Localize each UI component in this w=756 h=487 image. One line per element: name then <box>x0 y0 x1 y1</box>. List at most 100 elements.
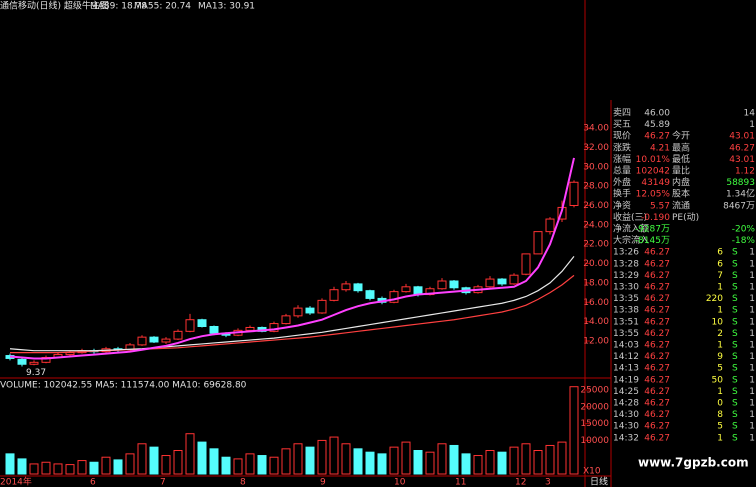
y-tick-label: 22.00 <box>583 240 609 250</box>
quote-label: 外盘 <box>613 176 631 188</box>
trade-cell: 13:28 <box>613 259 639 269</box>
trade-cell: 1 <box>749 259 755 269</box>
trade-cell: S <box>732 352 738 362</box>
trade-cell: 46.27 <box>644 387 670 397</box>
candle-body <box>209 325 219 334</box>
volume-bar <box>425 451 435 475</box>
volume-bar <box>545 444 555 475</box>
quote-label: PE(动) <box>672 212 699 223</box>
x-tick-label: 11 <box>455 478 466 487</box>
quote-label: 量比 <box>672 165 690 177</box>
quote-label: 今开 <box>672 130 690 142</box>
trade-cell: 1 <box>749 306 755 316</box>
trade-cell: 1 <box>717 341 723 351</box>
trade-cell: 46.27 <box>644 422 670 432</box>
chart-title: 通信移动(日线) 超级牛主图 <box>0 0 109 12</box>
ma-line <box>9 157 575 360</box>
volume-unit: X10 <box>583 467 601 477</box>
volume-bar <box>281 448 291 475</box>
volume-bar <box>221 456 231 475</box>
candle-body <box>341 283 351 291</box>
volume-bar <box>53 463 63 475</box>
trade-cell: 14:28 <box>613 399 639 409</box>
trade-cell: 46.27 <box>644 399 670 409</box>
quote-value: 12.05% <box>636 190 671 200</box>
trade-cell: 1 <box>717 433 723 443</box>
trade-cell: 1 <box>749 387 755 397</box>
trade-cell: S <box>732 317 738 327</box>
volume-bar <box>401 441 411 475</box>
quote-label: 总量 <box>613 165 631 177</box>
quote-value: 43149 <box>641 178 670 188</box>
trade-cell: 1 <box>717 306 723 316</box>
x-tick-label: 6 <box>90 478 96 487</box>
candle-body <box>185 319 195 332</box>
candle-body <box>17 358 27 365</box>
y-tick-label: 25000 <box>580 386 609 396</box>
y-tick-label: 10000 <box>580 436 609 446</box>
volume-bar <box>65 464 75 475</box>
trade-cell: 50 <box>712 375 724 385</box>
x-tick-label: 3 <box>545 478 551 487</box>
volume-bar <box>293 443 303 475</box>
volume-bar <box>77 460 87 475</box>
quote-value: 1.34亿 <box>726 188 755 200</box>
trade-cell: S <box>732 364 738 374</box>
trade-cell: 13:30 <box>613 283 639 293</box>
quote-value: 46.27 <box>729 143 755 153</box>
volume-bar <box>509 446 519 475</box>
candle-body <box>161 338 171 343</box>
quote-value: 1 <box>749 120 755 130</box>
trade-cell: 46.27 <box>644 306 670 316</box>
volume-bar <box>149 446 159 475</box>
quote-value: -9287万 <box>635 225 670 235</box>
x-tick-label: 12 <box>515 478 526 487</box>
trade-cell: 14:13 <box>613 364 639 374</box>
volume-bar <box>89 461 99 475</box>
candle-body <box>389 291 399 303</box>
trade-cell: 1 <box>749 248 755 258</box>
trade-cell: 8 <box>717 410 723 420</box>
volume-bar <box>233 458 243 475</box>
trade-cell: 1 <box>749 375 755 385</box>
candle-body <box>449 280 459 289</box>
candle-body <box>65 352 75 356</box>
quote-label: 涨幅 <box>613 153 631 165</box>
trade-cell: S <box>732 375 738 385</box>
quote-value: -0.190 <box>641 213 670 223</box>
y-tick-label: 32.00 <box>583 143 609 153</box>
trade-cell: 13:35 <box>613 294 639 304</box>
quote-value: 46.27 <box>644 132 670 142</box>
y-tick-label: 20.00 <box>583 259 609 269</box>
trade-cell: 1 <box>749 410 755 420</box>
trade-cell: 6 <box>717 248 723 258</box>
quote-label: 卖四 <box>613 108 631 119</box>
trade-cell: 5 <box>717 422 723 432</box>
volume-bar <box>209 448 219 475</box>
trade-cell: 1 <box>749 399 755 409</box>
candle-body <box>521 253 531 275</box>
candle-body <box>197 319 207 327</box>
quote-label: 换手 <box>613 188 631 200</box>
watermark: www.7gpzb.com <box>638 456 749 470</box>
volume-bar <box>269 456 279 475</box>
trade-cell: S <box>732 283 738 293</box>
quote-value: -18% <box>732 236 756 246</box>
quote-value: 1.12 <box>735 167 755 177</box>
volume-title: VOLUME: 102042.55 MA5: 111574.00 MA10: 6… <box>0 381 247 391</box>
trade-cell: 1 <box>749 341 755 351</box>
volume-bar <box>257 455 267 475</box>
volume-bar <box>497 451 507 475</box>
volume-bar <box>461 453 471 475</box>
trade-cell: 46.27 <box>644 317 670 327</box>
y-tick-label: 34.00 <box>583 124 609 134</box>
trade-cell: 1 <box>749 364 755 374</box>
quote-value: 14 <box>744 109 756 119</box>
trade-cell: 14:30 <box>613 410 639 420</box>
trade-cell: 14:19 <box>613 375 639 385</box>
candle-body <box>245 326 255 331</box>
volume-bar <box>101 456 111 475</box>
trade-cell: 0 <box>717 399 723 409</box>
trade-cell: S <box>732 294 738 304</box>
candle-body <box>401 286 411 293</box>
